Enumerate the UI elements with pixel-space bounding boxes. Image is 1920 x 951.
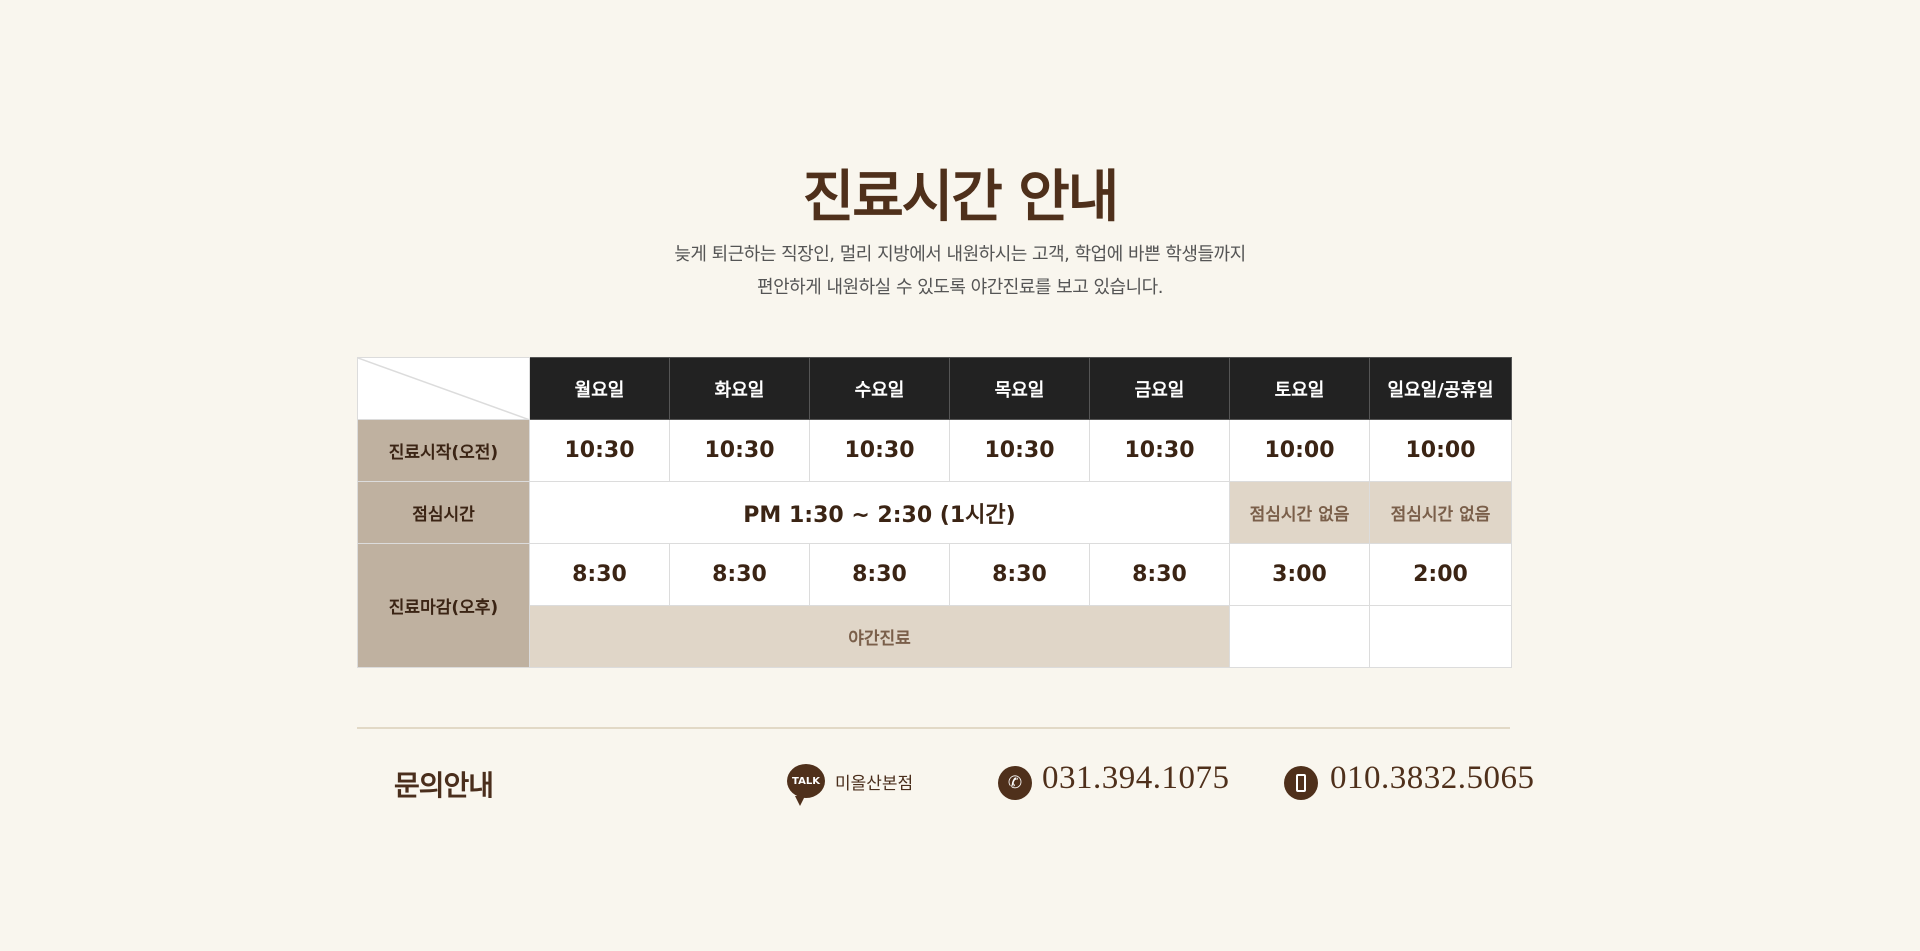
day-header: 목요일 [949, 357, 1090, 420]
kakaotalk-icon[interactable]: TALK [787, 764, 825, 806]
phone-number[interactable]: 031.394.1075 [1042, 760, 1230, 796]
end-time: 8:30 [1089, 543, 1230, 606]
inquiry-label: 문의안내 [394, 769, 494, 802]
end-time: 8:30 [949, 543, 1090, 606]
subtitle-line: 편안하게 내원하실 수 있도록 야간진료를 보고 있습니다. [757, 277, 1163, 298]
subtitle: 늦게 퇴근하는 직장인, 멀리 지방에서 내원하시는 고객, 학업에 바쁜 학생… [0, 238, 1920, 304]
empty-cell [1369, 605, 1512, 668]
diagonal-line [358, 358, 530, 420]
day-header: 월요일 [529, 357, 670, 420]
start-time: 10:30 [809, 419, 950, 482]
mobile-number[interactable]: 010.3832.5065 [1330, 760, 1535, 796]
start-time: 10:00 [1369, 419, 1512, 482]
day-header: 토요일 [1229, 357, 1370, 420]
day-header: 수요일 [809, 357, 950, 420]
kakao-channel-name[interactable]: 미올산본점 [835, 774, 914, 794]
lunch-time: PM 1:30 ~ 2:30 (1시간) [529, 481, 1230, 544]
end-time: 8:30 [529, 543, 670, 606]
day-header: 일요일/공휴일 [1369, 357, 1512, 420]
page-title: 진료시간 안내 [802, 165, 1120, 230]
phone-icon: ✆ [998, 766, 1032, 800]
corner-cell [357, 357, 530, 420]
hours-table: 월요일 화요일 수요일 목요일 금요일 토요일 일요일/공휴일 진료시작(오전)… [357, 357, 1512, 668]
no-lunch: 점심시간 없음 [1369, 481, 1512, 544]
row-header-lunch: 점심시간 [357, 481, 530, 544]
end-time: 3:00 [1229, 543, 1370, 606]
row-header-start: 진료시작(오전) [357, 419, 530, 482]
end-time: 2:00 [1369, 543, 1512, 606]
mobile-icon [1284, 766, 1318, 800]
empty-cell [1229, 605, 1370, 668]
start-time: 10:00 [1229, 419, 1370, 482]
row-header-end: 진료마감(오후) [357, 543, 530, 668]
divider [357, 727, 1510, 729]
subtitle-line: 늦게 퇴근하는 직장인, 멀리 지방에서 내원하시는 고객, 학업에 바쁜 학생… [674, 244, 1246, 265]
start-time: 10:30 [949, 419, 1090, 482]
day-header: 화요일 [669, 357, 810, 420]
day-header: 금요일 [1089, 357, 1230, 420]
start-time: 10:30 [1089, 419, 1230, 482]
no-lunch: 점심시간 없음 [1229, 481, 1370, 544]
end-time: 8:30 [809, 543, 950, 606]
end-time: 8:30 [669, 543, 810, 606]
start-time: 10:30 [669, 419, 810, 482]
night-clinic: 야간진료 [529, 605, 1230, 668]
start-time: 10:30 [529, 419, 670, 482]
